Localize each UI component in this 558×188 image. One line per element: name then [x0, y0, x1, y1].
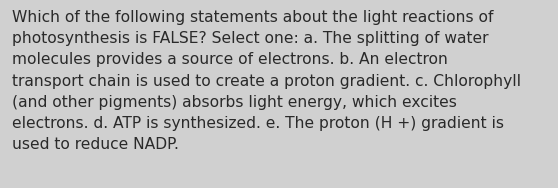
Text: Which of the following statements about the light reactions of
photosynthesis is: Which of the following statements about …: [12, 10, 521, 152]
